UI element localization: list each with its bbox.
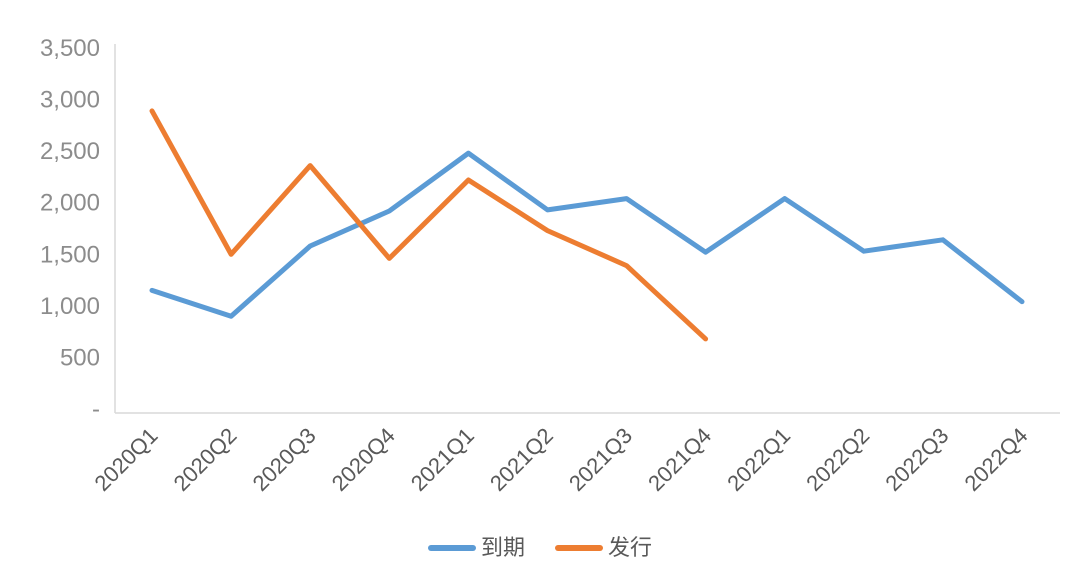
legend-swatch-issuance — [555, 545, 603, 551]
y-tick-label: 1,500 — [40, 241, 100, 268]
legend: 到期 发行 — [0, 528, 1080, 568]
legend-item-maturity: 到期 — [427, 535, 525, 560]
y-tick-label: 500 — [60, 344, 100, 371]
legend-label-maturity: 到期 — [480, 535, 525, 560]
legend-swatch-maturity — [427, 545, 476, 551]
x-tick-label: 2022Q4 — [959, 423, 1032, 496]
x-tick-label: 2020Q2 — [169, 423, 242, 496]
x-tick-label: 2022Q3 — [880, 423, 953, 496]
x-tick-label: 2020Q1 — [89, 423, 162, 496]
legend-item-issuance: 发行 — [555, 537, 652, 559]
x-tick-label: 2020Q3 — [248, 423, 321, 496]
series-line-maturity — [149, 150, 1025, 319]
x-tick-label: 2021Q2 — [485, 423, 558, 496]
y-tick-label: 2,500 — [40, 138, 100, 165]
x-tick-label: 2022Q2 — [801, 423, 874, 496]
series-line-issuance — [149, 108, 709, 342]
x-tick-label: 2021Q1 — [406, 423, 479, 496]
y-tick-label: - — [92, 396, 100, 423]
plot-area: - 500 1,000 1,500 2,000 2,500 3,000 3,500 2020Q1… — [40, 35, 1060, 496]
y-tick-label: 3,500 — [40, 35, 100, 62]
x-tick-label: 2020Q4 — [327, 423, 400, 496]
legend-label-issuance: 发行 — [608, 535, 653, 560]
x-tick-label: 2021Q4 — [643, 423, 716, 496]
y-tick-label: 1,000 — [40, 293, 100, 320]
y-tick-label: 3,000 — [40, 87, 100, 114]
x-tick-label: 2021Q3 — [564, 423, 637, 496]
y-tick-label: 2,000 — [40, 190, 100, 217]
x-tick-label: 2022Q1 — [722, 423, 795, 496]
